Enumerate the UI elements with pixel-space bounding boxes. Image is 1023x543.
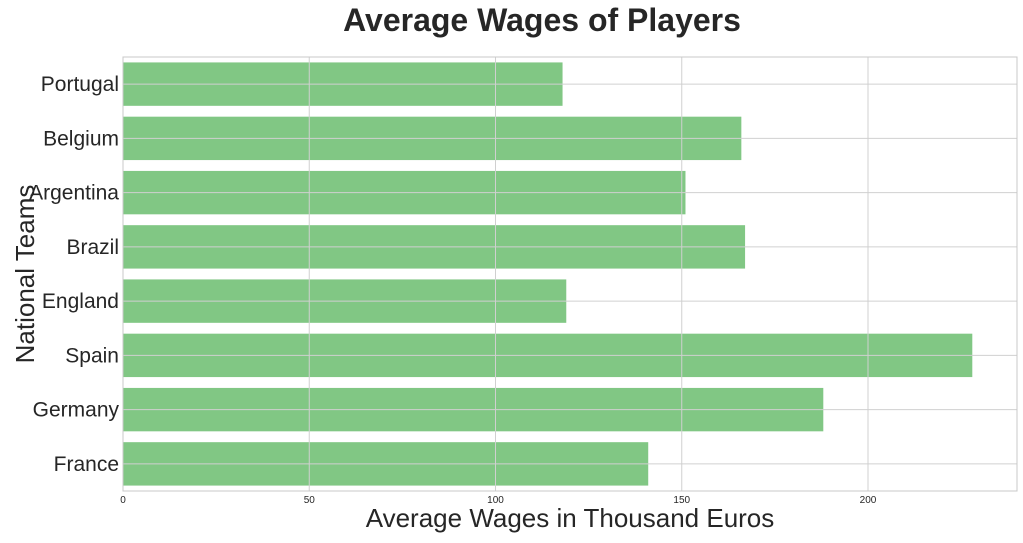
y-tick-label: Spain bbox=[65, 344, 119, 367]
plot-frame bbox=[122, 56, 1018, 492]
bars-layer bbox=[123, 62, 973, 486]
chart-title: Average Wages of Players bbox=[343, 2, 741, 38]
y-tick-label: France bbox=[54, 453, 119, 476]
y-tick-label: Portugal bbox=[41, 73, 119, 96]
x-axis-label: Average Wages in Thousand Euros bbox=[366, 503, 775, 533]
y-tick-label: England bbox=[42, 290, 119, 313]
x-tick-label: 50 bbox=[304, 495, 316, 506]
x-axis-ticks: 0 50 100 150 200 bbox=[120, 495, 877, 506]
y-tick-label: Argentina bbox=[29, 182, 119, 205]
x-tick-label: 100 bbox=[487, 495, 504, 506]
y-axis-label: National Teams bbox=[10, 185, 40, 364]
x-tick-label: 0 bbox=[120, 495, 126, 506]
y-tick-label: Brazil bbox=[66, 236, 119, 259]
x-tick-label: 150 bbox=[673, 495, 690, 506]
y-tick-label: Germany bbox=[33, 399, 120, 422]
y-axis-ticks: France Germany Spain England Brazil Argentina… bbox=[29, 73, 119, 476]
y-tick-label: Belgium bbox=[43, 127, 119, 150]
x-tick-label: 200 bbox=[860, 495, 877, 506]
